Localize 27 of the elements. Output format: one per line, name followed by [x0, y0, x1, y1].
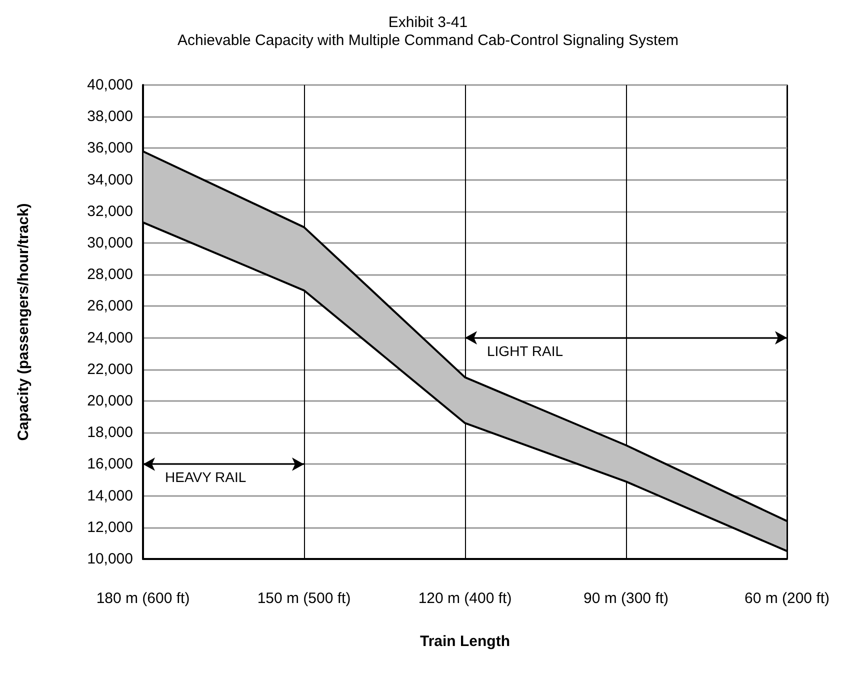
- annotation: LIGHT RAIL: [487, 342, 564, 359]
- x-tick-label: 180 m (600 ft): [96, 590, 190, 607]
- y-axis-title: Capacity (passengers/hour/track): [15, 203, 32, 441]
- y-tick-label: 16,000: [87, 456, 133, 473]
- y-tick-label: 12,000: [87, 518, 133, 536]
- x-tick-label: 150 m (500 ft): [257, 590, 351, 607]
- y-tick-label: 30,000: [87, 234, 133, 252]
- y-tick-label: 38,000: [87, 108, 133, 126]
- y-tick-label: 20,000: [87, 392, 133, 410]
- y-tick-label: 26,000: [87, 298, 133, 315]
- y-tick-label: 40,000: [87, 76, 133, 94]
- x-tick-label: 60 m (200 ft): [744, 590, 830, 607]
- x-tick-label: 90 m (300 ft): [583, 590, 669, 607]
- x-tick-label: 120 m (400 ft): [418, 590, 512, 607]
- y-tick-label: 14,000: [87, 487, 133, 504]
- y-tick-label: 10,000: [87, 550, 133, 568]
- y-tick-label: 24,000: [87, 329, 133, 346]
- y-tick-label: 36,000: [87, 140, 133, 157]
- y-tick-label: 34,000: [87, 171, 133, 188]
- y-tick-label: 32,000: [87, 202, 133, 220]
- annotation: HEAVY RAIL: [165, 469, 246, 486]
- y-tick-label: 22,000: [87, 360, 133, 378]
- chart-title: Exhibit 3-41: [388, 14, 468, 31]
- y-tick-label: 28,000: [87, 266, 133, 284]
- y-tick-label: 18,000: [87, 424, 133, 442]
- x-axis-title: Train Length: [420, 633, 510, 650]
- chart-subtitle: Achievable Capacity with Multiple Command Cab-Control Signaling System: [177, 32, 679, 49]
